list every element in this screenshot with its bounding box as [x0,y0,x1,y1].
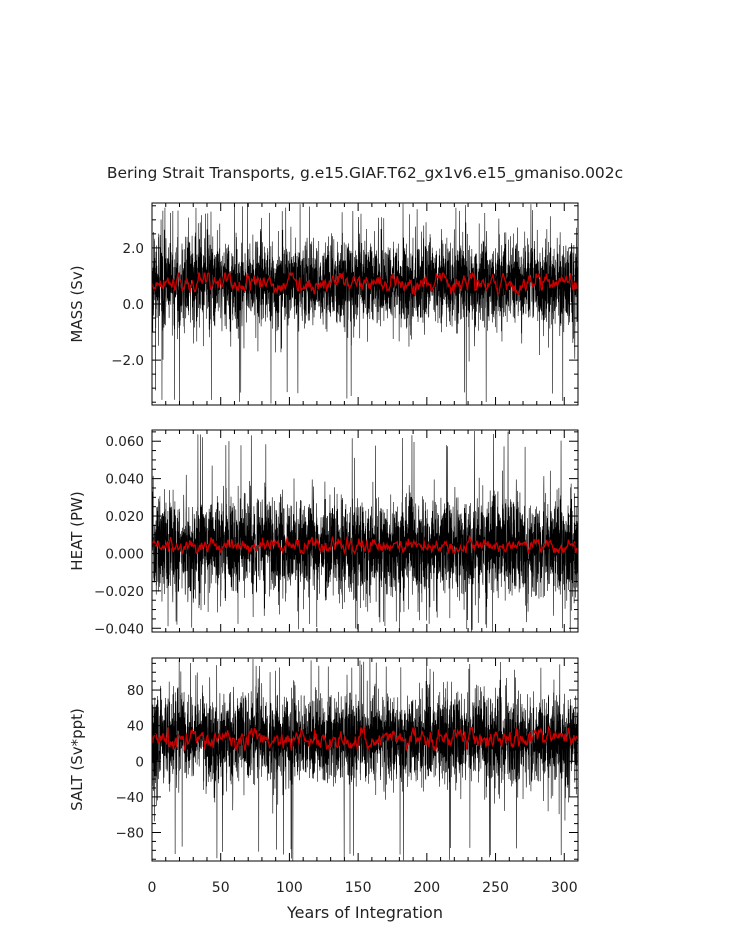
y-tick-label: −40 [116,790,145,806]
y-tick-label: 0.020 [105,509,144,525]
plot-frame [151,429,579,633]
y-axis-label: HEAT (PW) [68,491,86,570]
x-tick-label: 200 [413,880,440,896]
x-tick-label: 100 [276,880,303,896]
y-tick-label: 0.000 [105,546,144,562]
y-tick-label: −0.040 [94,621,144,637]
smoothed-series-line [152,534,578,556]
y-tick-label: 0.040 [105,472,144,488]
x-axis: 0 50 100 150 200 250 300 [148,880,578,896]
plot-frame [151,657,579,862]
y-axis-label: SALT (Sv*ppt) [68,708,86,811]
y-tick-label: 2.0 [123,241,144,257]
chart-title: Bering Strait Transports, g.e15.GIAF.T62… [107,164,623,183]
y-tick-label: −0.020 [94,584,144,600]
x-tick-label: 150 [345,880,372,896]
y-tick-label: 80 [127,683,144,699]
x-tick-label: 0 [148,880,157,896]
smoothed-series-line [152,725,578,752]
y-tick-label: 0 [135,754,144,770]
mass-panel: 2.0 0.0 −2.0 MASS (Sv) [68,202,579,406]
raw-series-line [152,203,578,405]
y-tick-label: −80 [116,826,145,842]
y-tick-label: 0.060 [105,434,144,450]
y-tick-label: −2.0 [111,353,144,369]
y-tick-label: 40 [127,719,144,735]
smoothed-series-line [152,271,578,296]
raw-series-line [152,431,578,632]
salt-panel: 80 40 0 −40 −80 SALT (Sv*ppt) [68,657,579,862]
heat-panel: 0.060 0.040 0.020 0.000 −0.020 −0.040 HEAT (PW… [68,429,579,637]
x-axis-label: Years of Integration [286,903,443,922]
x-tick-label: 50 [212,880,230,896]
x-tick-label: 300 [551,880,578,896]
y-tick-label: 0.0 [123,297,144,313]
raw-series-line [152,658,578,861]
x-tick-label: 250 [482,880,509,896]
y-axis-label: MASS (Sv) [68,265,86,342]
